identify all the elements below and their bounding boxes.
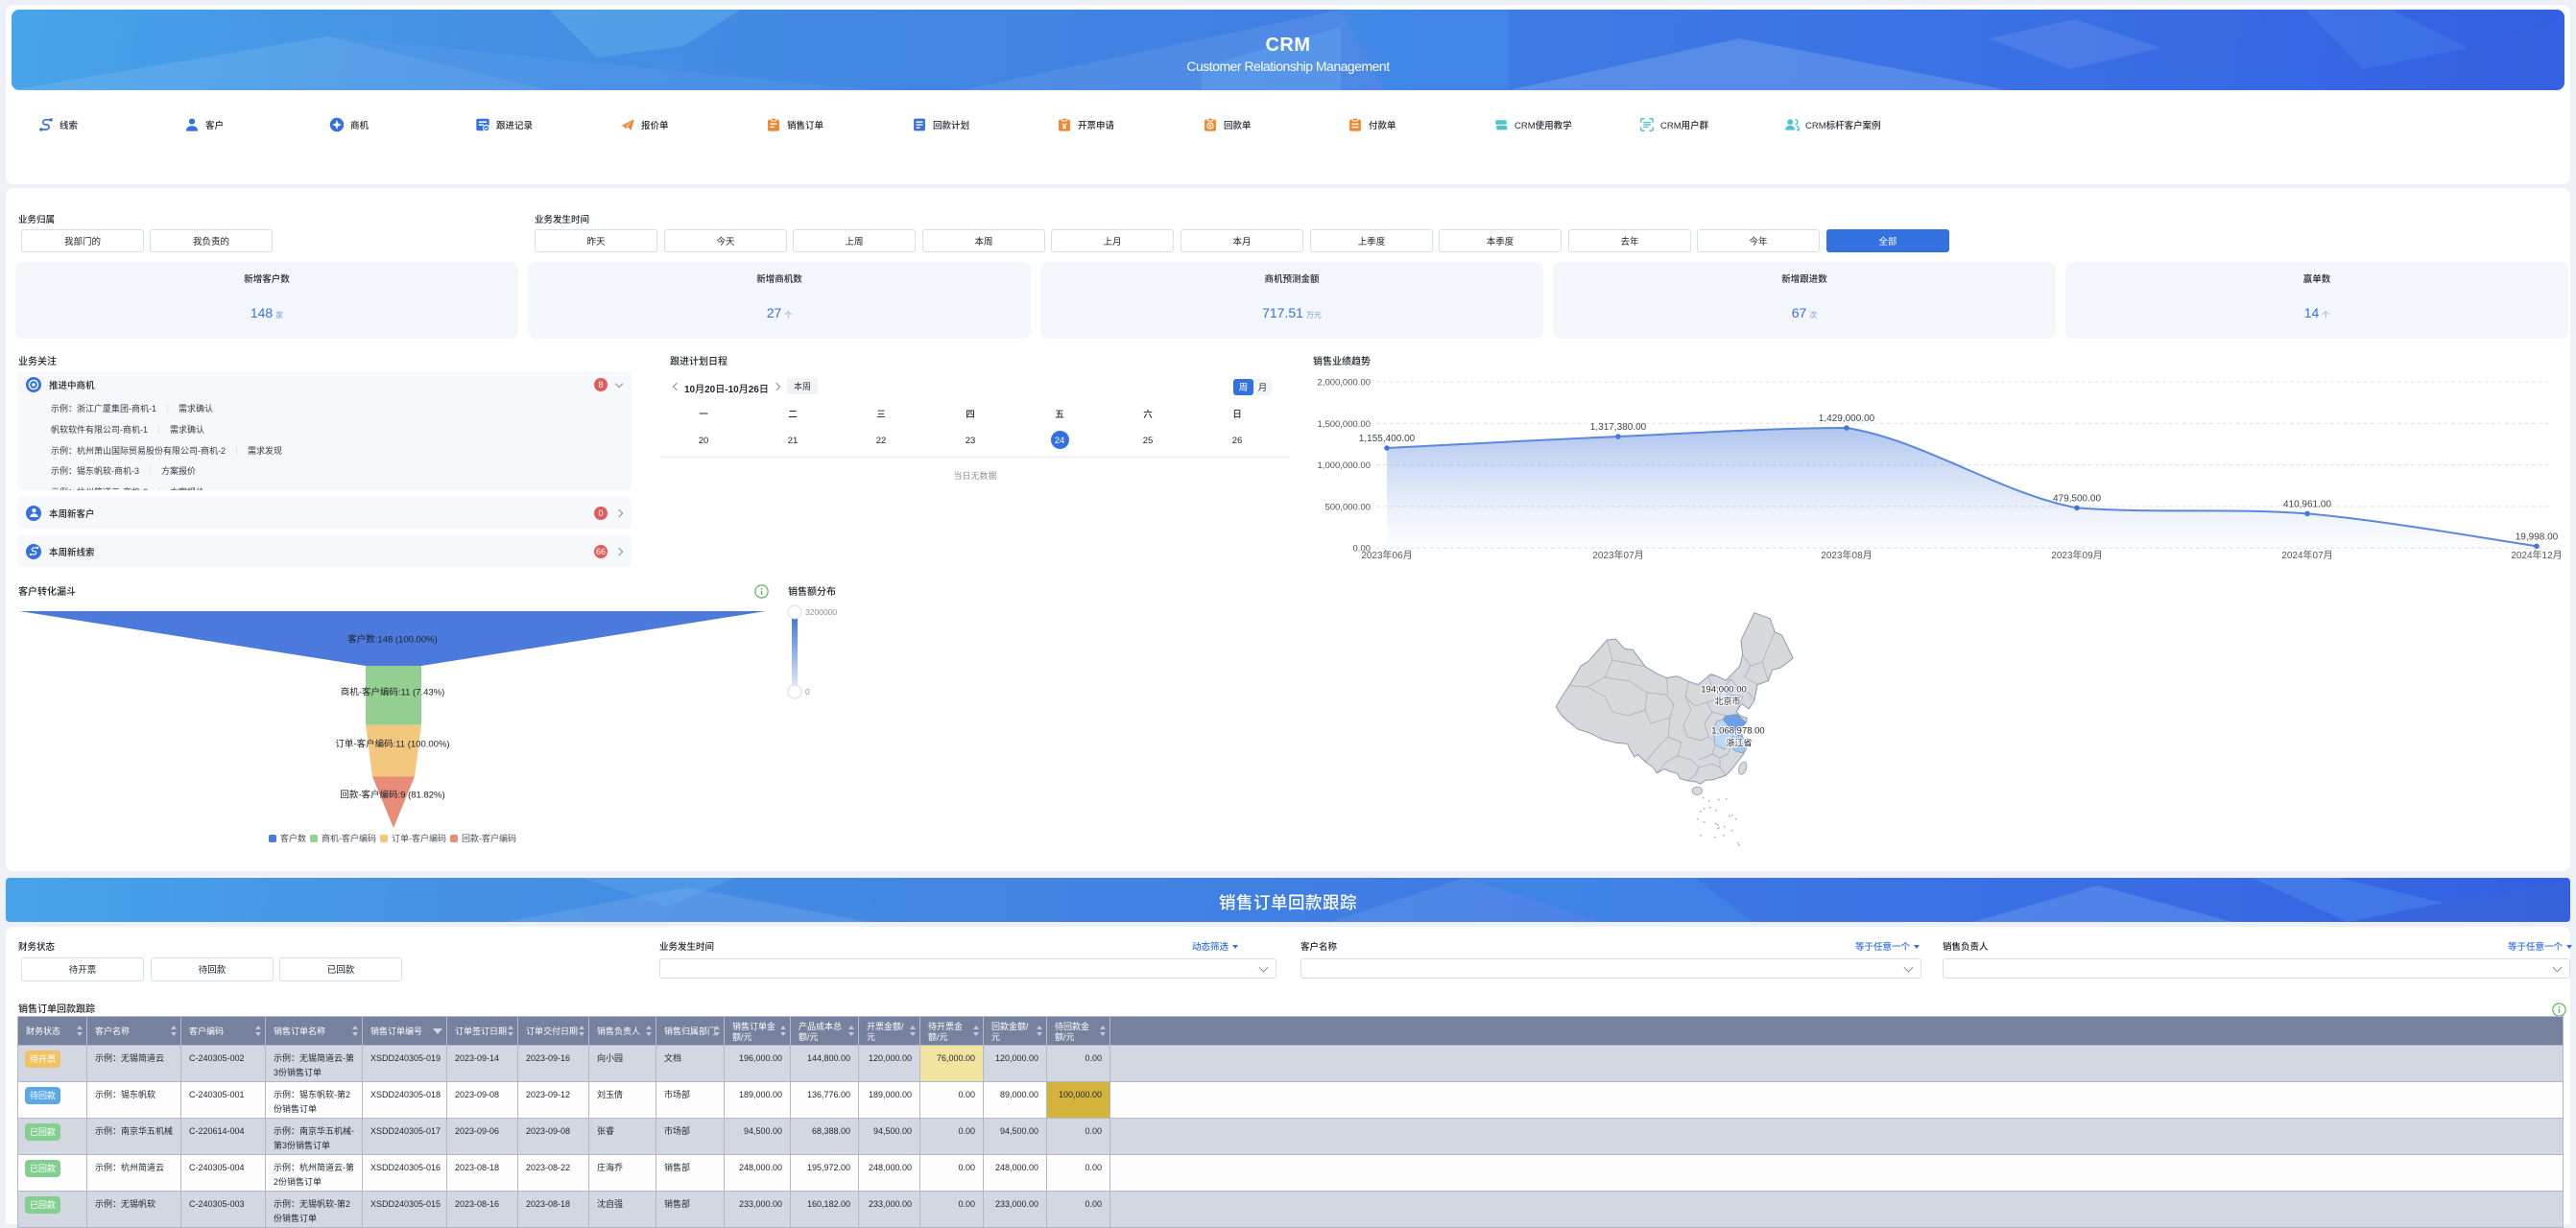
svg-text:3200000: 3200000 [805,607,837,617]
svg-text:0: 0 [805,687,810,697]
svg-text:19,998.00: 19,998.00 [2516,531,2559,542]
svg-text:2023年07月: 2023年07月 [1592,547,1643,561]
svg-text:1,000,000.00: 1,000,000.00 [1318,460,1371,471]
svg-text:2023年06月: 2023年06月 [1361,547,1412,561]
svg-text:1,429,000.00: 1,429,000.00 [1819,413,1875,424]
svg-text:410,961.00: 410,961.00 [2283,499,2331,509]
svg-text:客户数:148 (100.00%): 客户数:148 (100.00%) [347,631,437,645]
svg-text:商机-客户编码:11 (7.43%): 商机-客户编码:11 (7.43%) [341,685,445,698]
svg-text:2024年07月: 2024年07月 [2281,547,2332,561]
svg-text:1,317,380.00: 1,317,380.00 [1590,422,1647,433]
svg-text:500,000.00: 500,000.00 [1324,502,1371,512]
svg-text:1,155,400.00: 1,155,400.00 [1359,434,1416,444]
svg-text:479,500.00: 479,500.00 [2053,493,2101,504]
svg-text:194,000.00: 194,000.00 [1701,685,1747,696]
svg-text:北京市: 北京市 [1714,695,1740,707]
svg-text:1,500,000.00: 1,500,000.00 [1318,419,1371,430]
svg-text:1,068,978.00: 1,068,978.00 [1711,726,1764,737]
svg-text:浙江省: 浙江省 [1726,737,1752,749]
svg-text:2023年08月: 2023年08月 [1821,547,1872,561]
svg-text:2024年12月: 2024年12月 [2511,547,2562,561]
svg-text:订单-客户编码:11 (100.00%): 订单-客户编码:11 (100.00%) [335,737,449,750]
svg-text:0.00: 0.00 [1353,544,1371,555]
svg-text:2,000,000.00: 2,000,000.00 [1318,378,1371,389]
svg-text:2023年09月: 2023年09月 [2051,547,2102,561]
svg-text:回款-客户编码:9 (81.82%): 回款-客户编码:9 (81.82%) [340,788,444,801]
